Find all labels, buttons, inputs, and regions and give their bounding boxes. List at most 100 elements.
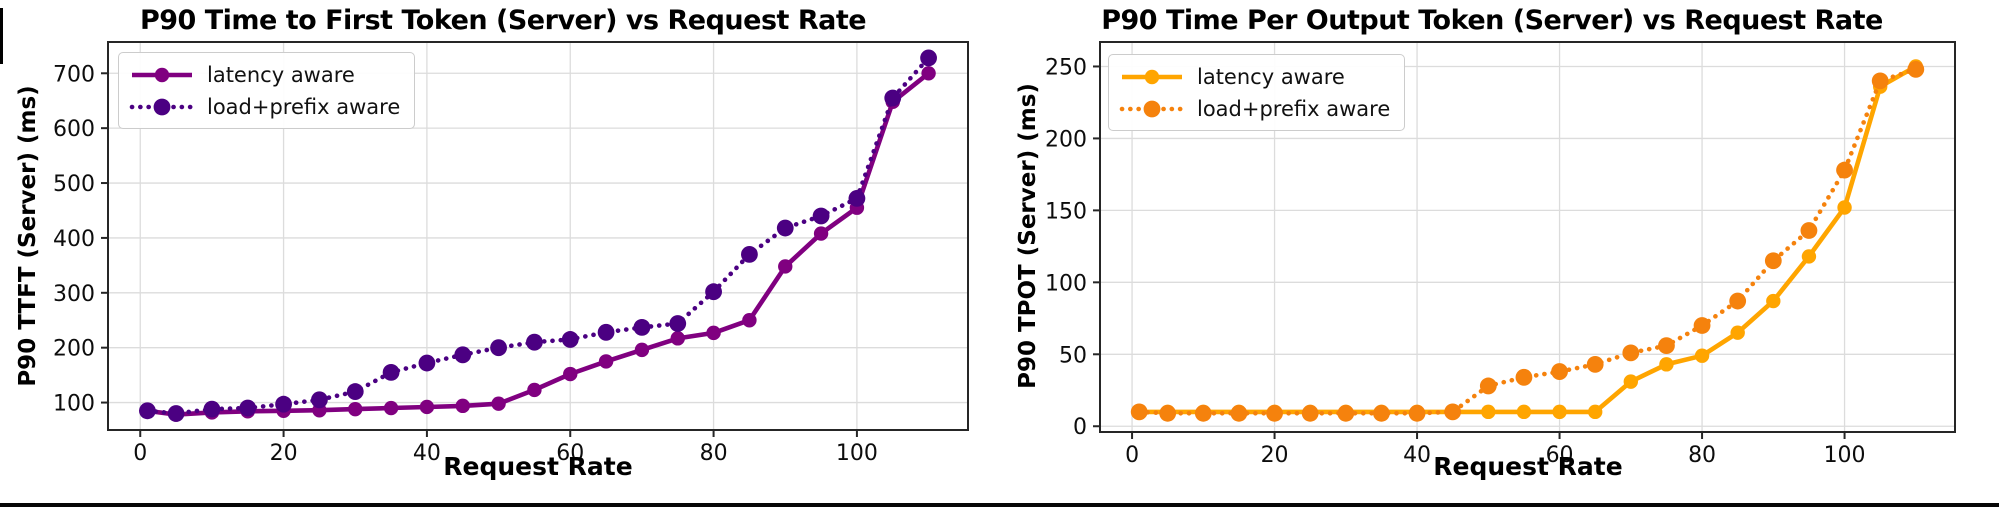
data-point [1837,200,1852,215]
data-point [884,89,902,107]
data-point [1301,404,1319,422]
data-point [239,399,257,417]
tpot-plot-area: 0 20 40 60 80 100 0 50 100 150 200 250 [1045,41,1956,468]
data-point [1266,404,1283,422]
data-point [1694,348,1710,363]
data-point [920,49,937,67]
chart-title: P90 Time to First Token (Server) vs Requ… [139,5,867,36]
data-point [526,333,543,351]
legend-marker [153,98,171,115]
data-point [1907,60,1925,78]
data-point [921,66,936,81]
data-point [634,342,650,358]
data-point [1871,72,1889,90]
data-point [741,245,758,263]
y-tick-label: 50 [1059,343,1087,368]
data-point [1587,404,1603,420]
legend-marker [154,67,170,82]
data-point [1729,292,1747,310]
data-point [597,323,615,341]
x-tick-label: 20 [270,441,298,466]
x-tick-label: 0 [1125,443,1139,468]
data-point [1230,404,1248,422]
data-point [383,400,399,416]
legend-item: latency aware [1119,63,1390,90]
data-point [813,226,829,241]
x-tick-label: 100 [836,441,878,466]
data-point [382,363,400,381]
edge-artifact [0,8,3,64]
x-tick-label: 80 [700,441,728,466]
data-point [563,366,578,382]
legend-item: load+prefix aware [1119,95,1390,122]
solid-line-marker-icon [1122,69,1182,84]
data-point [670,331,685,346]
legend-label: load+prefix aware [1197,96,1391,121]
y-tick-label: 0 [1073,415,1087,440]
data-point [812,207,830,225]
legend-marker [1144,69,1160,84]
figure-tpot: P90 Time Per Output Token (Server) vs Re… [1000,0,1999,502]
legend-item: latency aware [129,61,400,88]
data-point [1194,404,1212,422]
figure-ttft: P90 Time to First Token (Server) vs Requ… [0,0,1000,502]
x-axis-label: Request Rate [1433,452,1623,481]
legend-label: latency aware [207,62,355,87]
data-point [742,313,757,328]
chart-title: P90 Time Per Output Token (Server) vs Re… [1101,5,1883,36]
y-tick-label: 700 [53,62,95,87]
data-point [203,400,221,418]
data-point [776,219,794,237]
data-point [1552,404,1567,420]
x-tick-label: 60 [556,441,584,466]
data-point [454,346,472,364]
data-point [491,396,506,411]
data-point [848,190,866,207]
x-tick-label: 100 [1824,443,1866,468]
y-tick-label: 150 [1045,199,1087,224]
data-point [490,339,507,357]
legend-label: latency aware [1197,64,1345,89]
data-point [706,325,721,341]
data-point [778,259,793,274]
y-tick-label: 250 [1045,55,1087,80]
data-point [705,283,722,301]
data-point [1586,355,1604,373]
data-point [346,383,364,400]
y-tick-label: 400 [53,227,95,252]
y-tick-label: 100 [1045,271,1087,296]
data-point [1515,368,1533,386]
x-tick-label: 60 [1546,443,1574,468]
data-point [1764,252,1782,270]
data-point [1801,249,1817,264]
data-point [1836,161,1853,179]
data-point [1130,403,1148,421]
data-point [1658,337,1675,355]
legend-item: load+prefix aware [129,93,400,120]
dotted-line-marker-icon [129,98,195,115]
data-point [561,331,579,348]
x-axis-label: Request Rate [443,452,633,481]
legend-marker [1143,100,1161,117]
data-point [1479,377,1497,395]
data-point [1408,404,1426,422]
x-tick-label: 20 [1261,443,1289,468]
data-point [1481,404,1496,420]
data-point [418,354,436,372]
data-point [598,354,614,369]
legend: latency aware load+prefix aware [118,52,416,129]
data-point [419,399,435,415]
y-tick-label: 200 [53,337,95,362]
data-point [1800,222,1818,239]
data-point [1622,344,1640,362]
data-point [139,402,156,420]
data-point [455,398,470,414]
data-point [1159,404,1177,422]
y-tick-label: 500 [53,172,95,197]
x-tick-label: 40 [1403,443,1431,468]
data-point [311,391,328,409]
data-point [527,382,542,398]
series-line-dotted [1136,67,1919,416]
data-point [669,315,687,332]
dotted-line-marker-icon [1119,100,1185,117]
